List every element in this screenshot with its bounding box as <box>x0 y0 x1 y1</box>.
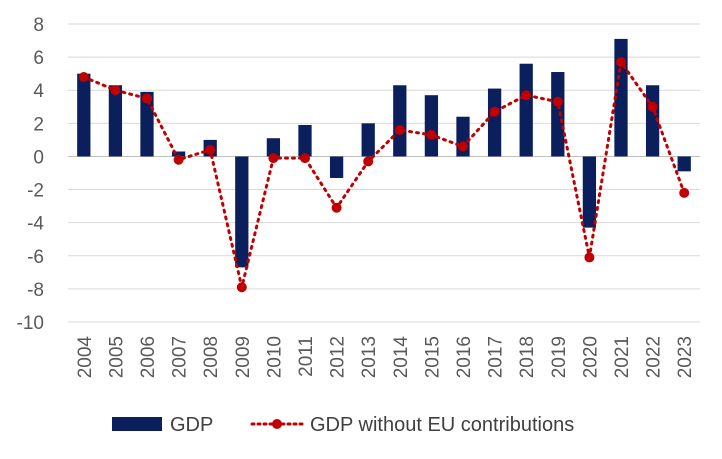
point-gdp-without-eu-2015 <box>426 129 437 140</box>
point-gdp-without-eu-2008 <box>205 144 216 155</box>
point-gdp-without-eu-2010 <box>268 153 279 164</box>
x-tick-label: 2017 <box>486 336 507 378</box>
gdp-without-eu-line <box>78 57 690 293</box>
y-tick-label: -4 <box>27 214 44 235</box>
line-gdp-without-eu <box>82 58 686 288</box>
y-axis-tick-labels: 8 6 4 2 0 -2 -4 -6 -8 -10 <box>17 15 45 334</box>
y-tick-label: -10 <box>17 313 44 334</box>
x-tick-label: 2011 <box>296 336 317 377</box>
bar-gdp-2017 <box>487 88 502 157</box>
x-tick-label: 2023 <box>675 336 696 378</box>
x-tick-label: 2019 <box>549 336 570 378</box>
x-tick-label: 2006 <box>138 336 159 378</box>
bar-gdp-2023 <box>677 156 691 172</box>
point-gdp-without-eu-2006 <box>142 93 152 104</box>
point-gdp-without-eu-2021 <box>616 57 626 68</box>
legend: GDP GDP without EU contributions <box>112 414 574 436</box>
bar-gdp-2012 <box>329 156 344 178</box>
legend-swatch-gdp <box>112 417 162 431</box>
y-tick-label: -6 <box>27 247 44 268</box>
point-gdp-without-eu-2004 <box>78 71 89 82</box>
x-tick-label: 2022 <box>644 336 665 378</box>
y-tick-label: 2 <box>33 114 44 135</box>
x-tick-label: 2015 <box>422 336 443 378</box>
point-gdp-without-eu-2016 <box>458 141 468 152</box>
y-tick-label: -2 <box>27 181 44 202</box>
bar-gdp-2020 <box>582 156 597 228</box>
bar-gdp-2007 <box>171 151 186 157</box>
bar-gdp-2009 <box>235 156 249 268</box>
point-gdp-without-eu-2020 <box>584 252 595 263</box>
x-tick-label: 2010 <box>264 336 285 378</box>
point-gdp-without-eu-2005 <box>110 85 121 96</box>
y-tick-label: 6 <box>33 48 44 69</box>
bar-gdp-2005 <box>108 85 123 157</box>
point-gdp-without-eu-2022 <box>647 101 658 112</box>
point-gdp-without-eu-2018 <box>521 90 532 101</box>
x-tick-label: 2012 <box>328 336 349 378</box>
point-gdp-without-eu-2023 <box>679 187 690 198</box>
point-gdp-without-eu-2007 <box>173 154 184 165</box>
bar-gdp-2019 <box>551 72 565 157</box>
y-tick-label: -8 <box>27 280 44 301</box>
y-tick-label: 0 <box>33 147 44 168</box>
y-tick-label: 4 <box>33 81 44 102</box>
legend-marker-gdp-without-eu <box>272 419 282 429</box>
bar-gdp-2018 <box>519 63 533 157</box>
point-gdp-without-eu-2013 <box>363 156 374 167</box>
bar-gdp-2013 <box>361 123 375 157</box>
point-gdp-without-eu-2014 <box>394 124 405 135</box>
x-axis-tick-labels: 2004 2005 2006 2007 2008 2009 2010 2011 2012 2013… <box>75 336 696 379</box>
x-tick-label: 2007 <box>170 336 191 378</box>
bar-gdp-2004 <box>77 73 91 157</box>
x-tick-label: 2005 <box>106 336 127 378</box>
point-gdp-without-eu-2012 <box>331 202 342 213</box>
bar-gdp-2011 <box>298 124 312 157</box>
x-tick-label: 2018 <box>517 336 538 378</box>
point-gdp-without-eu-2017 <box>489 106 500 117</box>
legend-label-gdp: GDP <box>170 414 213 436</box>
gdp-bars <box>77 38 691 268</box>
x-tick-label: 2013 <box>359 336 380 378</box>
point-gdp-without-eu-2019 <box>552 96 563 107</box>
y-tick-label: 8 <box>33 15 44 36</box>
bar-gdp-2014 <box>393 85 407 157</box>
point-gdp-without-eu-2009 <box>236 282 247 293</box>
x-tick-label: 2014 <box>391 336 412 379</box>
x-tick-label: 2016 <box>454 336 475 378</box>
bar-gdp-2010 <box>266 138 281 157</box>
x-tick-label: 2009 <box>233 336 254 378</box>
x-tick-label: 2008 <box>201 336 222 378</box>
bar-gdp-2015 <box>424 95 439 157</box>
gridlines <box>68 23 700 323</box>
x-tick-label: 2020 <box>580 336 601 378</box>
point-gdp-without-eu-2011 <box>300 153 310 164</box>
legend-label-gdp-without-eu: GDP without EU contributions <box>310 414 574 436</box>
x-tick-label: 2021 <box>612 336 633 378</box>
x-tick-label: 2004 <box>75 336 96 379</box>
